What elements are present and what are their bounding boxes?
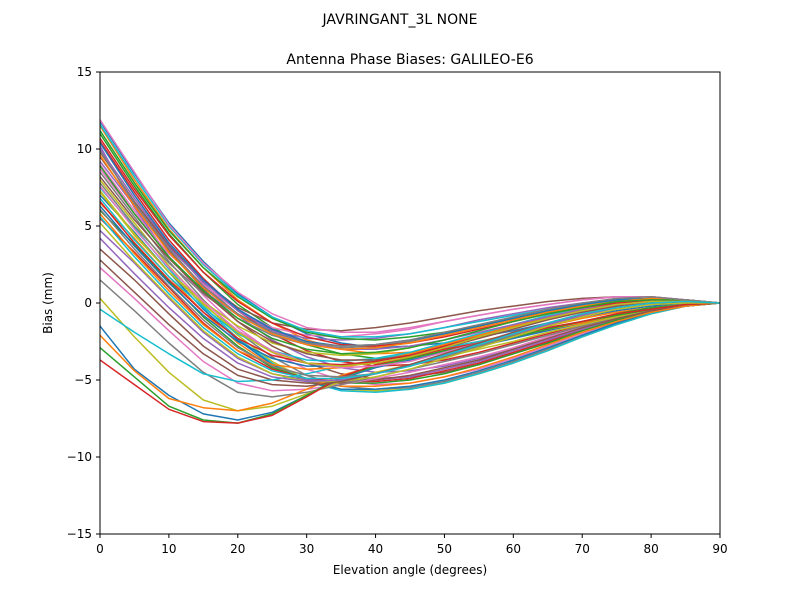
x-tick-label: 10 [161,542,176,556]
series-line-10 [100,187,720,394]
x-tick-label: 80 [643,542,658,556]
series-line-23 [100,302,720,424]
x-tick-label: 20 [230,542,245,556]
y-tick-label: 0 [84,296,92,310]
y-tick-label: −10 [67,450,92,464]
series-layer [100,119,720,424]
x-tick-label: 0 [96,542,104,556]
series-line-48 [100,150,720,347]
y-tick-label: 10 [77,142,92,156]
x-tick-label: 30 [299,542,314,556]
x-tick-label: 40 [368,542,383,556]
y-axis: −15 −10 −5 0 5 10 15 [67,65,100,541]
x-tick-label: 90 [712,542,727,556]
y-tick-label: 15 [77,65,92,79]
series-line-16 [100,248,720,384]
series-line-39 [100,222,720,383]
series-line-50 [100,216,720,380]
x-tick-label: 50 [437,542,452,556]
series-line-11 [100,194,720,390]
chart-title: Antenna Phase Biases: GALILEO-E6 [286,52,533,68]
series-line-13 [100,210,720,384]
x-axis-label: Elevation angle (degrees) [333,563,487,577]
x-axis: 0 10 20 30 40 50 60 70 80 90 [96,534,728,556]
y-tick-label: 5 [84,219,92,233]
figure-suptitle: JAVRINGANT_3L NONE [322,12,478,28]
x-tick-label: 60 [506,542,521,556]
series-line-49 [100,190,720,367]
y-tick-label: −15 [67,527,92,541]
y-tick-label: −5 [74,373,92,387]
x-tick-label: 70 [575,542,590,556]
series-line-47 [100,119,720,334]
series-line-43 [100,165,720,355]
y-axis-label: Bias (mm) [41,272,55,334]
